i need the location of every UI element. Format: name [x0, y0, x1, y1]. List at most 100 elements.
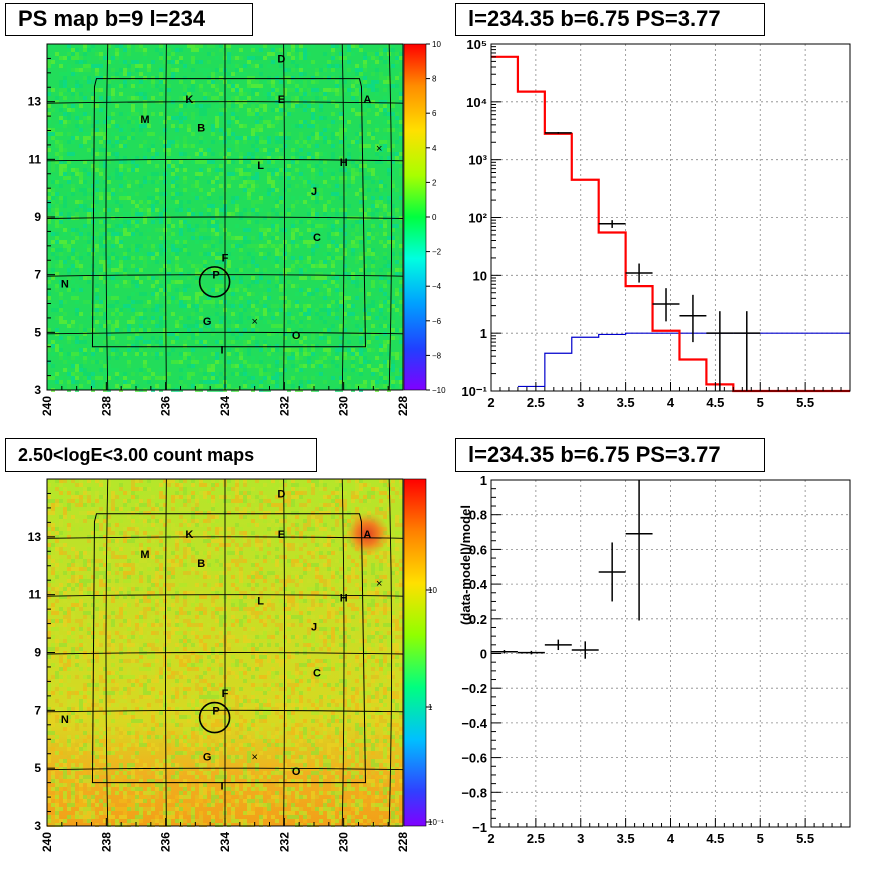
- y-tick-label: 10⁴: [466, 95, 487, 110]
- source-label-H: H: [340, 157, 348, 169]
- roi-box: [91, 513, 366, 784]
- residuals-ticks: [490, 479, 851, 828]
- panel-title-ps-map: PS map b=9 l=234: [5, 3, 253, 36]
- source-label-A: A: [363, 529, 371, 541]
- x-tick-label: 3.5: [617, 395, 635, 410]
- source-label-B: B: [197, 123, 205, 135]
- count-colorbar-gradient: [403, 478, 427, 827]
- spectrum-plot: 2 2.5 3 3.5 4 4.5 5 5.5 10⁻¹ 1 10 10² 10³ 10⁴ 10⁵: [461, 37, 851, 410]
- y-tick-label: 10: [473, 268, 487, 283]
- x-tick-label: 5: [757, 831, 764, 846]
- y-tick-label: −0.8: [461, 785, 487, 800]
- source-label-I: I: [221, 345, 224, 357]
- residuals-y-axis-label: (data-model)/model: [458, 505, 473, 625]
- ps-colorbar-tick-label: 2: [432, 178, 437, 187]
- ps-map-ticks: [46, 43, 404, 391]
- source-label-M: M: [140, 114, 149, 126]
- count-map: D K E A M B L H J C FP N G O I × × 240 238 236 234 232 230 228 3…: [28, 478, 410, 852]
- ps-colorbar-tick-label: 4: [432, 144, 437, 153]
- grid-meridian: [341, 478, 345, 827]
- source-label-M: M: [140, 549, 149, 561]
- x-tick-label: 234: [218, 396, 232, 416]
- x-tick-label: 2.5: [527, 395, 545, 410]
- x-tick-label: 232: [277, 832, 291, 852]
- y-tick-label: 13: [28, 530, 42, 544]
- y-tick-label: 11: [28, 588, 41, 602]
- x-tick-label: 3: [577, 395, 584, 410]
- x-tick-label: 238: [99, 396, 113, 416]
- source-label-J: J: [311, 621, 317, 633]
- x-tick-label: 3: [577, 831, 584, 846]
- count-colorbar: 10 1 10⁻¹: [403, 478, 444, 827]
- source-label-C: C: [313, 668, 321, 680]
- x-tick-label: 2: [487, 395, 494, 410]
- grid-meridian: [388, 478, 393, 827]
- x-tick-label: 4.5: [706, 395, 724, 410]
- grid-parallel: [46, 101, 404, 104]
- source-cross: ×: [251, 752, 257, 764]
- source-label-O: O: [292, 330, 301, 342]
- x-tick-label: 234: [218, 832, 232, 852]
- grid-meridian: [341, 43, 345, 391]
- x-tick-label: 230: [337, 832, 351, 852]
- x-tick-label: 228: [396, 396, 410, 416]
- ps-map: D K E A M B L H J C FP N G O I × × 240 238 236 234 232 230 228 3…: [28, 43, 410, 416]
- source-cross: ×: [376, 578, 382, 590]
- spectrum-ticks: [490, 43, 851, 392]
- x-tick-label: 5: [757, 395, 764, 410]
- y-tick-label: 10²: [468, 211, 487, 226]
- y-tick-label: 0.4: [469, 577, 488, 592]
- hotspot-glow: [345, 511, 390, 556]
- count-map-ticks: [46, 478, 404, 827]
- y-tick-label: −0.6: [461, 751, 487, 766]
- x-tick-label: 2: [487, 831, 494, 846]
- target-circle: [198, 701, 231, 734]
- x-tick-label: 228: [396, 832, 410, 852]
- count-colorbar-tick-label: 1: [428, 703, 433, 712]
- y-tick-label: 11: [28, 152, 41, 166]
- x-tick-label: 3.5: [617, 831, 635, 846]
- y-tick-label: 7: [34, 268, 41, 282]
- ps-colorbar-tick-label: −2: [432, 248, 442, 257]
- source-label-K: K: [185, 529, 193, 541]
- grid-parallel: [46, 331, 404, 335]
- source-label-P: P: [212, 270, 219, 282]
- y-tick-label: 1: [480, 473, 487, 488]
- y-tick-label: 9: [34, 646, 41, 660]
- y-tick-label: 10³: [468, 153, 487, 168]
- grid-parallel: [46, 767, 404, 771]
- x-tick-label: 232: [277, 396, 291, 416]
- count-colorbar-tick-label: 10: [428, 586, 437, 595]
- x-tick-label: 5.5: [796, 831, 814, 846]
- source-label-C: C: [313, 232, 321, 244]
- source-label-K: K: [185, 94, 193, 106]
- panel-title-residuals: l=234.35 b=6.75 PS=3.77: [455, 438, 765, 472]
- source-label-E: E: [278, 529, 285, 541]
- grid-parallel: [46, 709, 404, 713]
- panel-title-spectrum: l=234.35 b=6.75 PS=3.77: [455, 3, 765, 36]
- ps-colorbar-tick-label: 8: [432, 75, 437, 84]
- y-tick-label: 3: [34, 819, 41, 833]
- grid-meridian: [105, 478, 109, 827]
- source-label-D: D: [277, 53, 285, 65]
- y-tick-label: 0.8: [469, 508, 487, 523]
- y-tick-label: 0.6: [469, 542, 487, 557]
- source-label-E: E: [278, 94, 285, 106]
- count-map-grid: [46, 478, 404, 827]
- ps-colorbar-gradient: [403, 43, 427, 391]
- y-tick-label: −0.4: [461, 716, 487, 731]
- grid-meridian: [105, 43, 109, 391]
- grid-meridian: [388, 43, 393, 391]
- source-label-I: I: [221, 781, 224, 793]
- source-label-N: N: [61, 714, 69, 726]
- y-tick-label: 13: [28, 95, 42, 109]
- ps-colorbar-tick-label: 6: [432, 109, 437, 118]
- x-tick-label: 4: [667, 395, 675, 410]
- ps-colorbar-tick-label: −10: [432, 386, 446, 395]
- x-tick-label: 236: [159, 832, 173, 852]
- y-tick-label: 10⁻¹: [461, 384, 487, 399]
- grid-parallel: [46, 274, 404, 277]
- y-tick-label: 0.2: [469, 612, 487, 627]
- source-label-D: D: [277, 488, 285, 500]
